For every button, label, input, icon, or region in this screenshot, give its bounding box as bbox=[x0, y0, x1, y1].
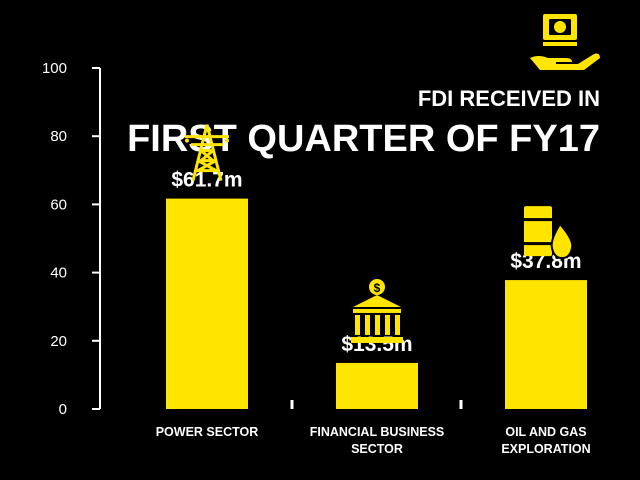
bar bbox=[336, 362, 418, 409]
category-label: SECTOR bbox=[351, 442, 403, 456]
y-tick-label: 0 bbox=[59, 401, 67, 418]
category-label: EXPLORATION bbox=[501, 442, 590, 456]
bar-value-label: $61.7m bbox=[171, 169, 242, 192]
svg-text:$: $ bbox=[374, 281, 381, 295]
x-axis: POWER SECTOR FINANCIAL BUSINESS SECTOR OIL … bbox=[156, 400, 591, 456]
category-label: OIL AND GAS bbox=[505, 425, 586, 439]
bar bbox=[505, 280, 587, 409]
money-in-hand-icon bbox=[530, 14, 600, 70]
bars: $61.7m$13.5m$$37.8m bbox=[166, 124, 587, 409]
y-tick-label: 20 bbox=[50, 333, 67, 350]
y-tick-label: 80 bbox=[50, 128, 67, 145]
bank-building-icon: $ bbox=[351, 278, 403, 343]
y-tick-label: 60 bbox=[50, 196, 67, 213]
chart-title-line1: FDI RECEIVED IN bbox=[418, 86, 600, 111]
power-tower-icon bbox=[185, 124, 229, 181]
y-tick-label: 40 bbox=[50, 265, 67, 282]
y-tick-label: 100 bbox=[42, 60, 67, 77]
category-label: POWER SECTOR bbox=[156, 425, 259, 439]
chart-title-line2: FIRST QUARTER OF FY17 bbox=[127, 118, 600, 160]
y-axis: 0 20 40 60 80 100 bbox=[42, 60, 101, 418]
bar bbox=[166, 198, 248, 409]
bar-value-label: $13.5m bbox=[341, 333, 412, 356]
oil-barrel-drop-icon bbox=[524, 206, 574, 260]
category-label: FINANCIAL BUSINESS bbox=[310, 425, 445, 439]
